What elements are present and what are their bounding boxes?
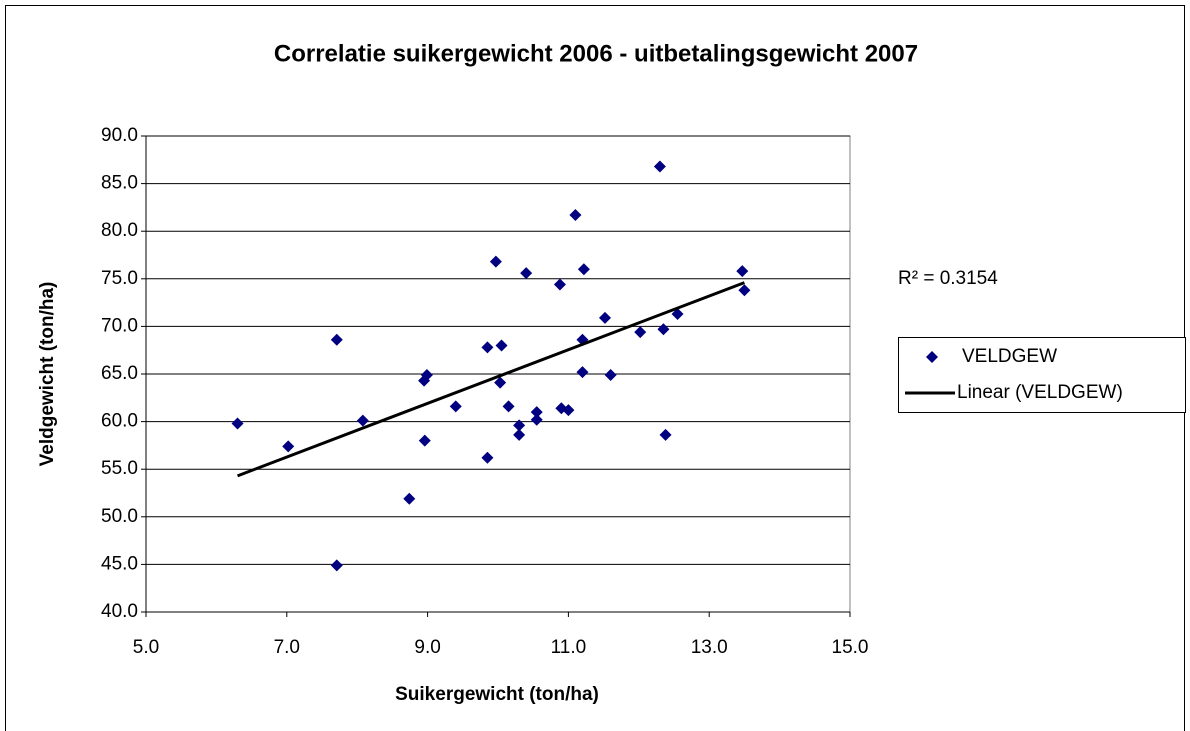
y-tick-label: 50.0: [101, 506, 138, 527]
point: [736, 265, 749, 278]
legend-label: Linear (VELDGEW): [957, 382, 1123, 403]
point: [502, 400, 515, 413]
point: [738, 284, 751, 297]
point: [576, 366, 589, 379]
point: [513, 419, 526, 432]
point: [449, 400, 462, 413]
point: [659, 428, 672, 441]
point: [657, 323, 670, 336]
x-tick-label: 11.0: [551, 637, 587, 658]
y-tick-label: 80.0: [101, 220, 138, 241]
point: [520, 267, 533, 280]
point: [569, 209, 582, 222]
point: [418, 434, 431, 447]
point: [489, 255, 502, 268]
point: [356, 414, 369, 427]
y-axis-label: Veldgewicht (ton/ha): [37, 282, 58, 467]
x-tick-label: 7.0: [274, 637, 300, 658]
point: [282, 440, 295, 453]
point: [634, 326, 647, 339]
x-tick-label: 5.0: [133, 637, 159, 658]
point: [530, 413, 543, 426]
x-tick-label: 13.0: [691, 637, 728, 658]
legend: [898, 337, 1186, 413]
y-tick-label: 45.0: [101, 553, 138, 574]
point: [513, 428, 526, 441]
legend-label: VELDGEW: [962, 346, 1057, 367]
point: [599, 311, 612, 324]
y-tick-label: 90.0: [101, 125, 138, 146]
point: [420, 368, 433, 381]
y-tick-label: 85.0: [101, 173, 138, 194]
y-tick-label: 40.0: [101, 601, 138, 622]
point: [562, 404, 575, 417]
point: [671, 308, 684, 321]
point: [495, 339, 508, 352]
y-tick-label: 75.0: [101, 268, 138, 289]
point: [604, 368, 617, 381]
y-tick-label: 55.0: [101, 458, 138, 479]
trendline: [236, 281, 745, 478]
point: [530, 406, 543, 419]
point: [330, 333, 343, 346]
chart-title: Correlatie suikergewicht 2006 - uitbetal…: [274, 40, 918, 67]
point: [653, 160, 666, 173]
point: [481, 451, 494, 464]
y-tick-label: 60.0: [101, 411, 138, 432]
point: [403, 492, 416, 505]
annotation: R² = 0.3154: [898, 268, 998, 289]
point: [553, 278, 566, 291]
y-tick-label: 70.0: [101, 315, 138, 336]
point: [494, 376, 507, 389]
legend-swatch: [926, 351, 938, 363]
x-tick-label: 9.0: [414, 637, 440, 658]
x-tick-label: 15.0: [832, 637, 869, 658]
point: [577, 263, 590, 276]
point: [481, 341, 494, 354]
point: [330, 559, 343, 572]
y-tick-label: 65.0: [101, 363, 138, 384]
x-axis-label: Suikergewicht (ton/ha): [395, 684, 599, 705]
point: [231, 417, 244, 430]
